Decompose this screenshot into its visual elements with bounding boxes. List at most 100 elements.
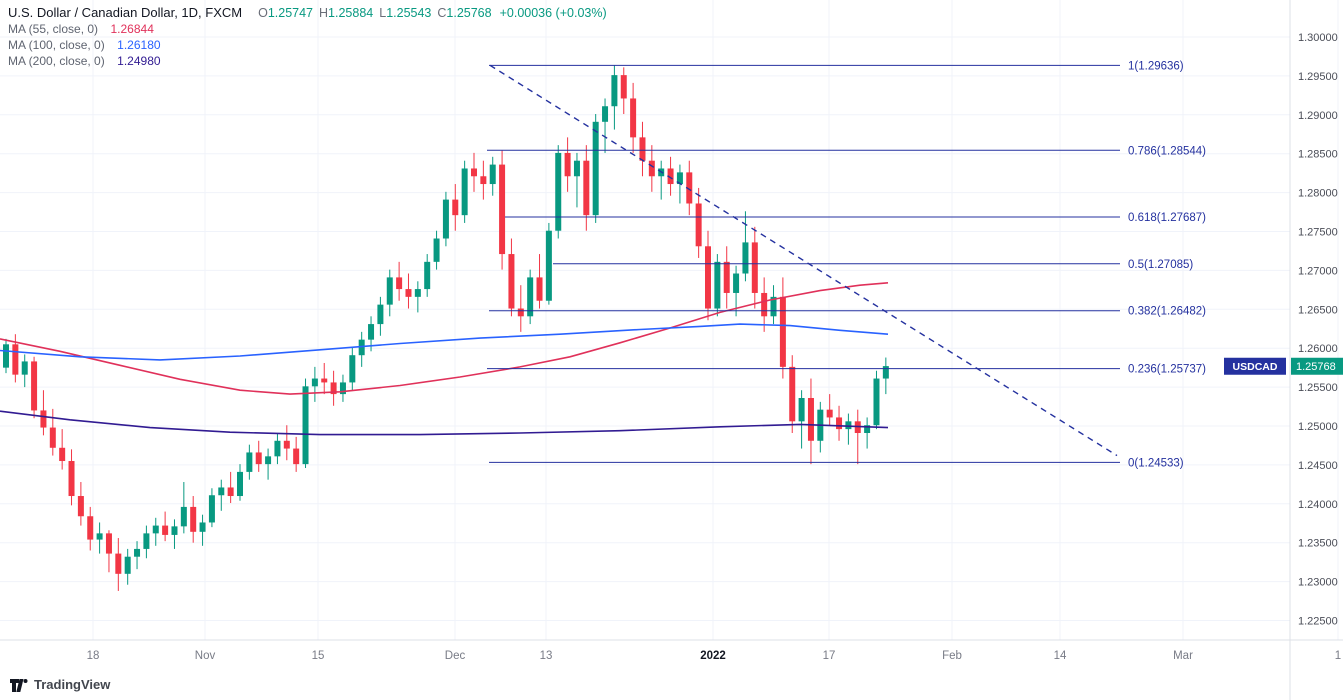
indicator-ma-55[interactable]: MA (55, close, 0) 1.26844 <box>8 21 607 37</box>
candle-body <box>124 556 131 574</box>
candle-body <box>489 164 496 185</box>
time-tick-label: Dec <box>445 650 466 662</box>
descending-trendline[interactable] <box>489 64 1118 457</box>
candle-body <box>180 506 187 527</box>
candle-body <box>630 98 637 138</box>
candle-body <box>564 152 571 177</box>
price-tick-label: 1.26000 <box>1298 343 1338 355</box>
price-tick-label: 1.23500 <box>1298 538 1338 550</box>
time-tick-label: 18 <box>87 650 100 662</box>
tradingview-logo-icon <box>10 678 28 692</box>
candle-body <box>199 522 206 532</box>
candle-body <box>311 378 318 387</box>
high-label: H <box>319 6 329 20</box>
candle-body <box>105 533 112 554</box>
price-tick-label: 1.28000 <box>1298 188 1338 200</box>
candle-body <box>452 199 459 216</box>
candle-body <box>714 261 721 309</box>
change-value: +0.00036 (+0.03%) <box>499 6 607 20</box>
indicator-ma-200[interactable]: MA (200, close, 0) 1.24980 <box>8 53 607 69</box>
candle-body <box>555 152 562 231</box>
candle-body <box>31 361 38 411</box>
candle-body <box>386 277 393 305</box>
fib-level-label: 0.382(1.26482) <box>1128 306 1206 318</box>
candle-body <box>798 397 805 422</box>
price-tick-label: 1.27000 <box>1298 265 1338 277</box>
open-label: O <box>258 6 268 20</box>
symbol-title[interactable]: U.S. Dollar / Canadian Dollar, 1D, FXCM <box>8 5 243 20</box>
low-label: L <box>379 6 387 20</box>
candle-body <box>227 487 234 497</box>
candle-body <box>396 277 403 290</box>
indicator-ma-100[interactable]: MA (100, close, 0) 1.26180 <box>8 37 607 53</box>
price-tick-label: 1.23000 <box>1298 577 1338 589</box>
candles-layer <box>3 65 889 591</box>
candle-body <box>40 410 47 428</box>
candle-body <box>742 242 749 274</box>
time-axis[interactable]: 18 Nov 15 Dec 13 2022 17 Feb 14 Mar 1 <box>87 650 1342 662</box>
candle-body <box>620 75 627 99</box>
candle-body <box>152 525 159 534</box>
price-tick-label: 1.25000 <box>1298 421 1338 433</box>
candle-body <box>573 160 580 177</box>
candle-body <box>602 106 609 122</box>
svg-text:USDCAD: USDCAD <box>1233 361 1278 373</box>
candle-body <box>480 176 487 185</box>
price-tick-label: 1.29000 <box>1298 110 1338 122</box>
price-tick-label: 1.22500 <box>1298 616 1338 628</box>
candle-body <box>143 533 150 549</box>
fib-level-label: 0(1.24533) <box>1128 457 1184 469</box>
price-tick-label: 1.27500 <box>1298 227 1338 239</box>
time-tick-label: 13 <box>540 650 553 662</box>
candle-body <box>87 516 94 540</box>
candle-body <box>255 452 262 465</box>
svg-text:1.25768: 1.25768 <box>1296 361 1336 373</box>
chart-pane[interactable] <box>0 0 1290 640</box>
candle-body <box>733 273 740 293</box>
price-axis[interactable]: 1.30000 1.29500 1.29000 1.28500 1.28000 1.275… <box>1298 32 1338 628</box>
candle-body <box>508 254 515 309</box>
candle-body <box>12 344 19 375</box>
tradingview-brand[interactable]: TradingView <box>10 677 110 692</box>
candle-body <box>190 506 197 532</box>
candle-body <box>405 289 412 297</box>
fib-retracement[interactable]: 1(1.29636) 0.786(1.28544) 0.618(1.27687) 0.… <box>487 60 1206 469</box>
candle-body <box>274 440 281 457</box>
fib-level-label: 0.236(1.25737) <box>1128 364 1206 376</box>
tradingview-wordmark: TradingView <box>34 677 111 692</box>
candle-body <box>96 533 103 540</box>
candle-body <box>237 471 243 497</box>
candle-body <box>442 199 449 239</box>
fib-level-label: 0.786(1.28544) <box>1128 145 1206 157</box>
candle-body <box>377 304 384 325</box>
instrument-tag: USDCAD <box>1224 357 1286 375</box>
candle-body <box>433 238 440 262</box>
fib-level-label: 0.5(1.27085) <box>1128 259 1193 271</box>
candle-body <box>171 526 178 535</box>
price-tick-label: 1.25500 <box>1298 382 1338 394</box>
time-tick-label: Feb <box>942 650 962 662</box>
candle-body <box>293 448 300 465</box>
candle-body <box>424 261 431 290</box>
close-value: 1.25768 <box>446 6 492 20</box>
candle-body <box>761 292 768 317</box>
chart-legend: U.S. Dollar / Canadian Dollar, 1D, FXCM O… <box>8 5 607 69</box>
candle-body <box>3 344 9 368</box>
candle-body <box>461 168 468 216</box>
candle-body <box>695 203 702 247</box>
low-value: 1.25543 <box>386 6 432 20</box>
candle-body <box>321 378 328 383</box>
candle-body <box>789 366 796 422</box>
candle-body <box>686 172 693 204</box>
indicator-label: MA (200, close, 0) <box>8 54 105 68</box>
ma-55-line <box>0 282 889 395</box>
close-label: C <box>437 6 447 20</box>
candle-body <box>583 160 590 216</box>
candle-body <box>845 421 852 430</box>
candle-body <box>246 452 253 472</box>
candle-body <box>779 296 786 367</box>
candle-body <box>349 355 356 383</box>
fib-level-label: 1(1.29636) <box>1128 60 1184 72</box>
candle-body <box>302 386 309 465</box>
